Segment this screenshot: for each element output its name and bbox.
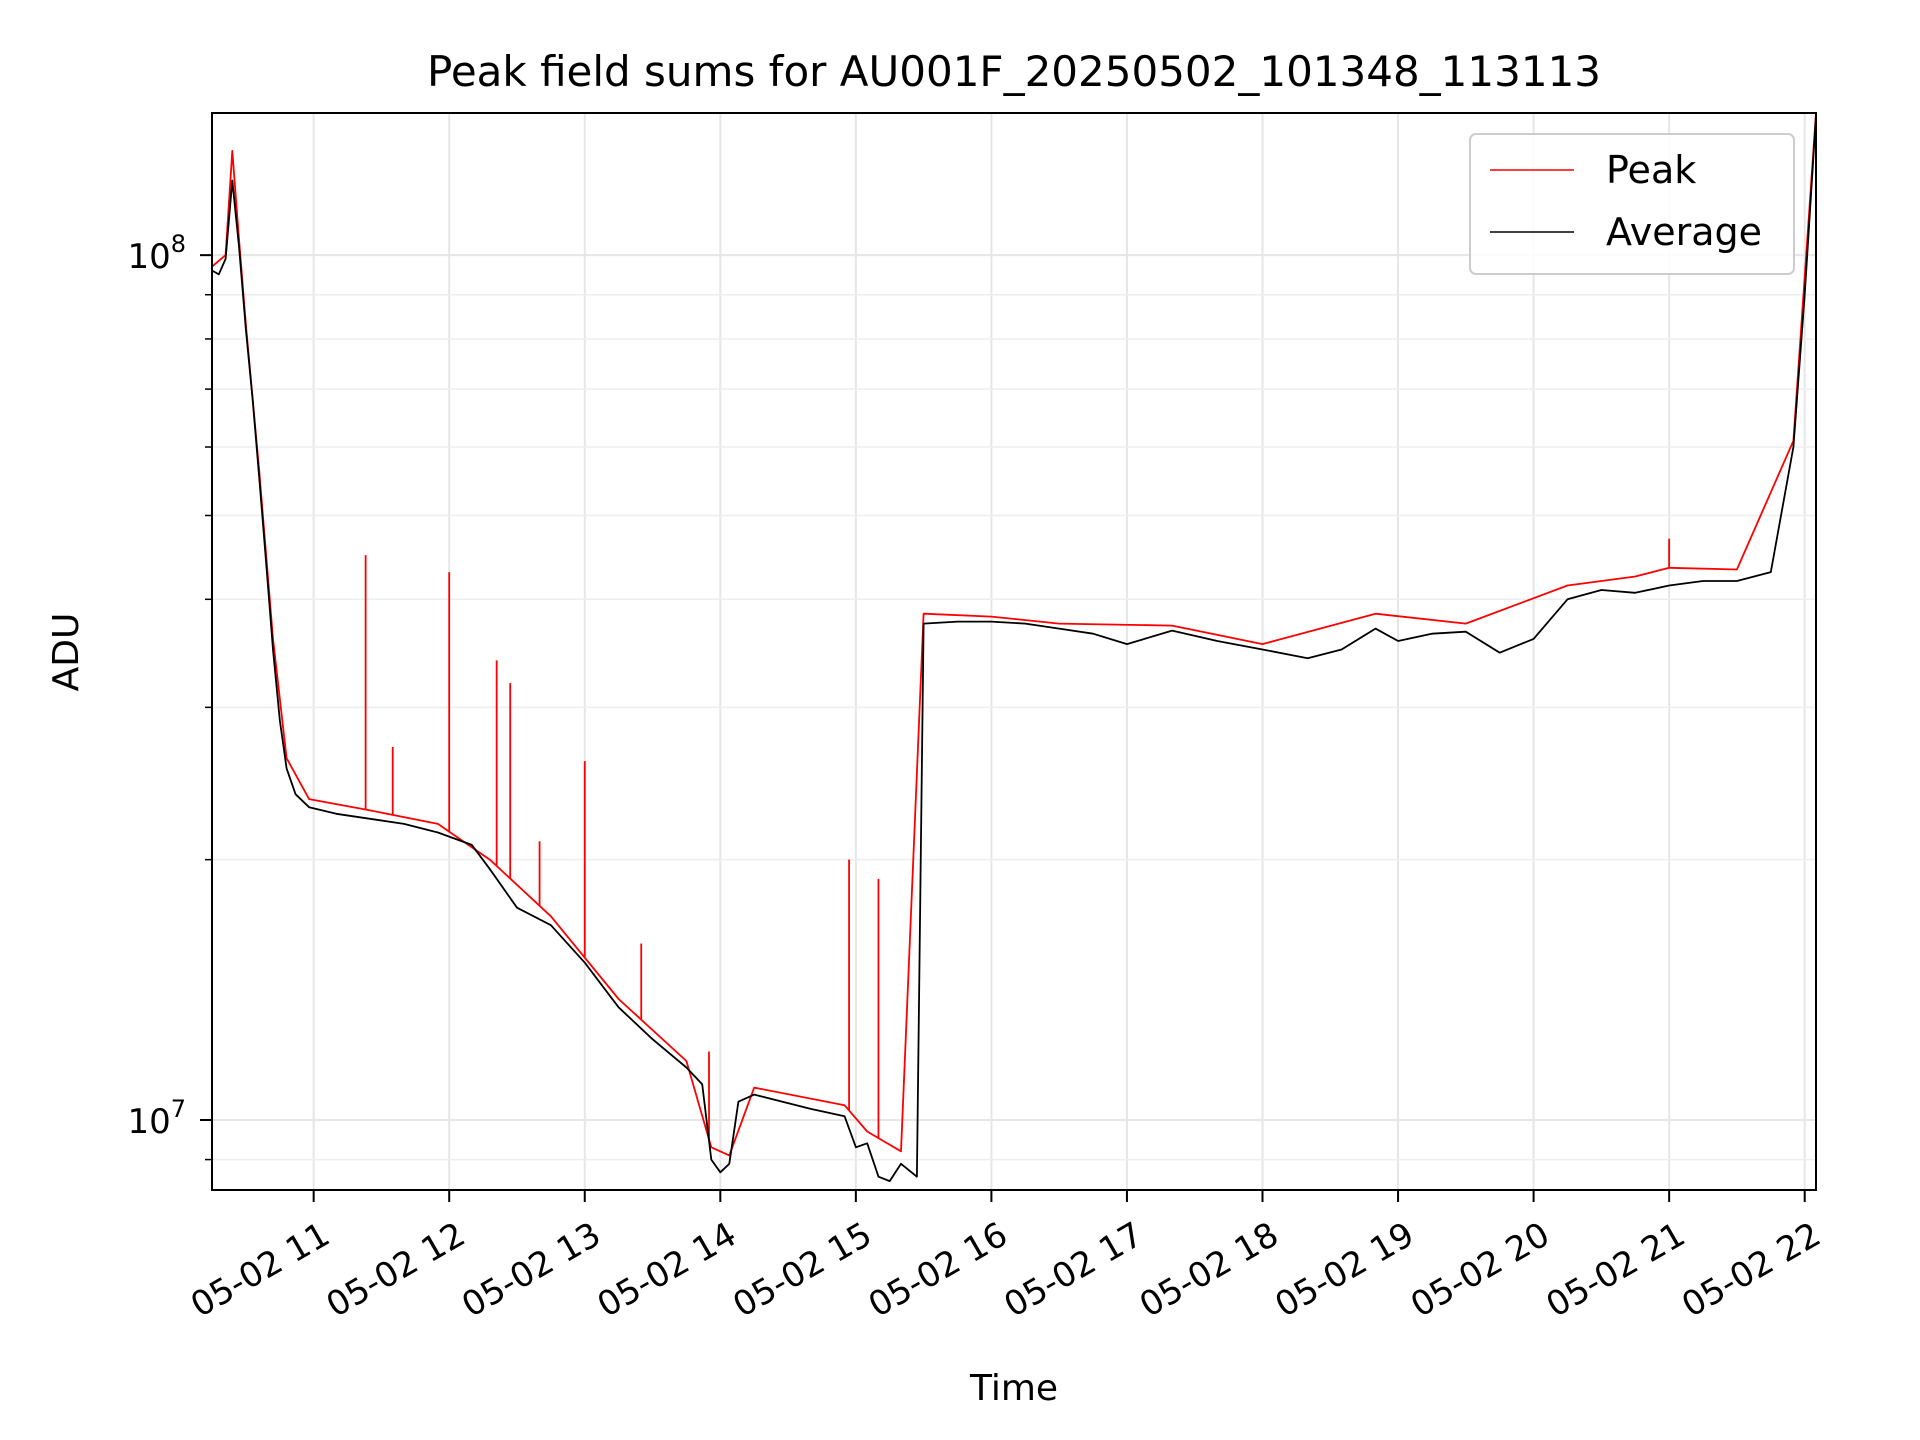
legend-label-average: Average: [1606, 210, 1762, 254]
y-tick-label-base: 10: [127, 1102, 170, 1142]
chart-title: Peak field sums for AU001F_20250502_1013…: [427, 47, 1601, 96]
series-layer: [212, 113, 1816, 1182]
legend: Peak Average: [1469, 133, 1795, 275]
y-tick-label: 108: [127, 230, 186, 277]
y-tick-label-exponent: 8: [171, 230, 186, 258]
series-line-average: [212, 115, 1816, 1182]
y-tick-label-base: 10: [127, 237, 170, 277]
y-axis-label: ADU: [46, 613, 87, 692]
x-axis-label: Time: [969, 1368, 1058, 1409]
grid: [212, 113, 1816, 1190]
plot-frame: [211, 112, 1817, 1191]
legend-box: [1469, 133, 1795, 275]
y-tick-label-exponent: 7: [171, 1095, 186, 1123]
legend-label-peak: Peak: [1606, 148, 1696, 192]
y-tick-label: 107: [127, 1095, 186, 1142]
